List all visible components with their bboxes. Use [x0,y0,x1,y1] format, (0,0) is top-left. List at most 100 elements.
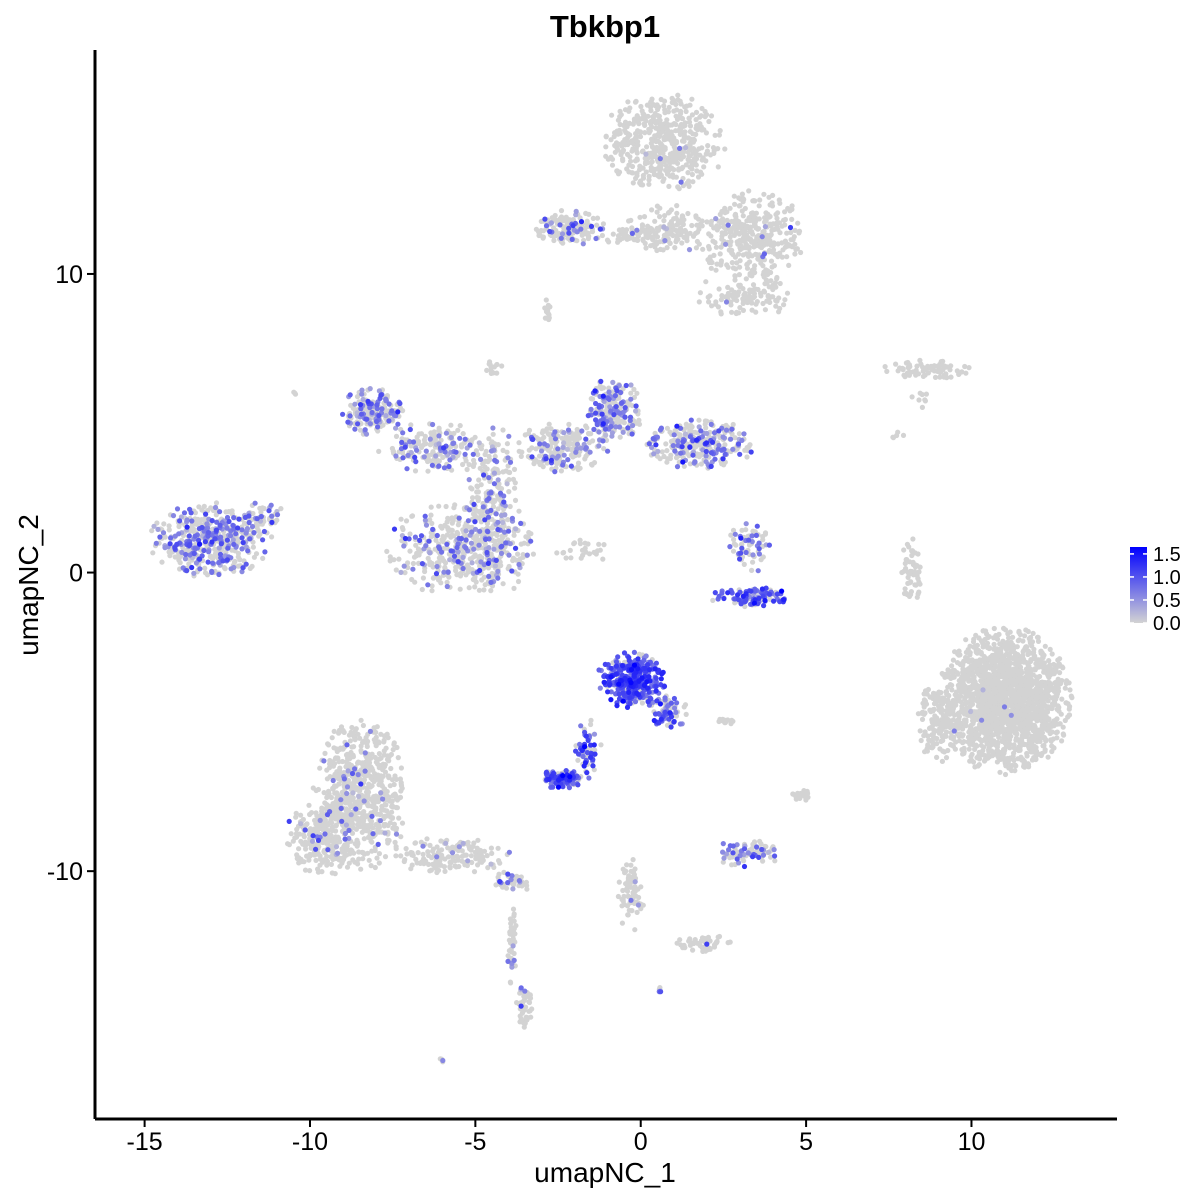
cell-point [504,441,510,447]
cell-point [516,508,522,514]
cell-point [744,445,750,451]
cell-point [964,675,970,681]
cell-point [765,293,771,299]
cell-point [472,575,478,581]
cell-point [690,146,697,152]
cell-point [413,542,419,548]
cell-point [566,421,572,427]
cell-point [630,180,636,186]
cell-point [721,218,727,224]
cell-point [1034,677,1040,684]
cell-point [784,230,790,236]
cell-point [955,717,961,723]
cell-point [915,591,921,597]
cell-point [444,579,450,586]
cell-point [747,229,753,235]
cell-point [505,517,511,523]
cell-point [452,502,458,508]
cell-point [554,461,560,467]
cell-point [558,208,565,214]
cell-point [938,725,944,731]
cell-point [671,216,677,222]
cell-point [560,215,566,221]
cell-point [907,369,914,376]
cell-point [659,123,665,129]
cell-point [743,276,749,282]
cell-point [551,237,557,244]
cell-point [1030,672,1036,678]
cell-point [648,99,654,105]
cell-point [902,586,908,592]
cell-point [988,674,994,680]
cell-point [547,304,553,310]
cell-point [472,584,478,590]
cell-point [976,635,982,641]
cell-point [682,104,688,110]
cell-point [455,531,461,537]
cell-point [422,433,428,439]
cell-point [998,664,1005,671]
cell-point [662,213,668,219]
cell-point [695,174,702,180]
cell-point [943,729,950,735]
cell-point [943,755,950,761]
cell-point [455,522,461,528]
points-layer [149,92,1075,1065]
cell-point [1008,684,1014,690]
cell-point [978,752,984,758]
cell-point [577,537,583,543]
cell-point [764,233,770,239]
cell-point [403,518,410,524]
cell-point [482,451,488,458]
cell-point [1020,712,1026,718]
cell-point [680,154,687,160]
cell-point [982,713,989,719]
cell-point [488,364,494,370]
cell-point [260,555,266,562]
cell-point [699,105,705,112]
cell-point [933,728,939,734]
cell-point [1038,657,1044,663]
cell-point [600,221,607,227]
cell-point [1034,634,1041,640]
cell-point [954,368,960,374]
cell-point [399,525,405,531]
cell-point [505,463,511,469]
cell-point [1048,669,1055,675]
cell-point [1000,657,1006,663]
cell-point [962,363,968,370]
cell-point [746,295,752,301]
cell-point [746,250,752,256]
cell-point [706,299,712,305]
cell-point [742,299,748,305]
cell-point [433,537,439,543]
cell-point [1014,694,1020,701]
cell-point [640,237,646,244]
cell-point [736,272,743,278]
cell-point [1020,733,1026,739]
cell-point [963,370,969,376]
cell-point [700,246,706,252]
cell-point [737,284,743,290]
cell-point [722,210,728,216]
cell-point [654,102,660,108]
cell-point [495,506,501,512]
cell-point [703,279,709,285]
cell-point [663,441,669,447]
cell-point [574,426,580,433]
cell-point [702,421,708,427]
cell-point [792,251,798,257]
cell-point [737,305,743,311]
cell-point [568,555,574,561]
cell-point [475,451,481,458]
cell-point [762,307,769,313]
cell-point [1044,671,1050,677]
cell-point [492,498,498,504]
cell-point [901,547,907,553]
cell-point [972,681,978,687]
cell-point [956,648,962,654]
cell-point [929,719,935,725]
cell-point [1019,741,1025,747]
cell-point [1014,726,1020,732]
cell-point [736,251,742,257]
